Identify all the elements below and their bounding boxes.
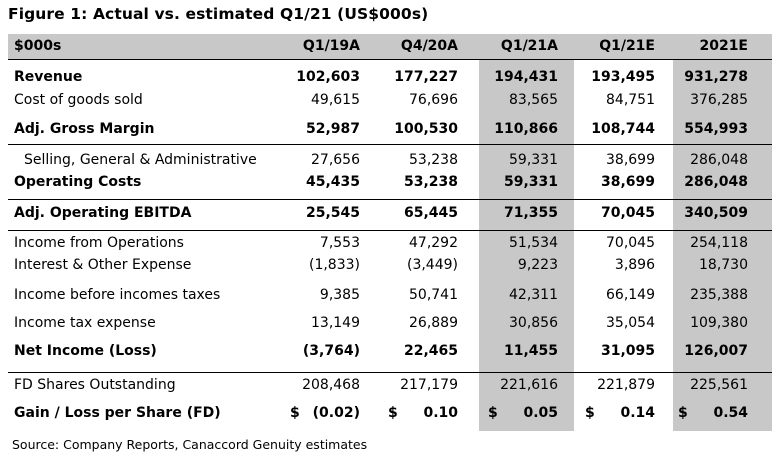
cell-q121e: 38,699	[600, 174, 655, 190]
cell-2021e: 126,007	[684, 343, 748, 359]
row-label: FD Shares Outstanding	[14, 377, 176, 393]
row-label: Income tax expense	[14, 315, 156, 331]
cell-q420a: (3,449)	[406, 257, 458, 273]
header-2021e: 2021E	[699, 38, 748, 54]
cell-2021e: 376,285	[690, 92, 748, 108]
cell-q119a: (0.02)	[312, 405, 360, 421]
cell-2021e: 225,561	[690, 377, 748, 393]
cell-q119a: 45,435	[305, 174, 360, 190]
currency-symbol: $	[388, 405, 398, 421]
header-q119a: Q1/19A	[302, 38, 360, 54]
row-label: Revenue	[14, 69, 83, 85]
row-divider	[8, 199, 772, 200]
cell-q121a: 51,534	[509, 235, 558, 251]
cell-q121a: 194,431	[494, 69, 558, 85]
cell-q119a: (3,764)	[302, 343, 360, 359]
currency-symbol: $	[290, 405, 300, 421]
header-q121e: Q1/21E	[599, 38, 655, 54]
cell-q420a: 26,889	[409, 315, 458, 331]
cell-q119a: 9,385	[319, 287, 360, 303]
figure-title: Figure 1: Actual vs. estimated Q1/21 (US…	[8, 5, 429, 23]
table-header-bar	[8, 34, 772, 59]
cell-q119a: 25,545	[305, 205, 360, 221]
currency-symbol: $	[488, 405, 498, 421]
cell-q420a: 22,465	[403, 343, 458, 359]
cell-2021e: 109,380	[690, 315, 748, 331]
cell-q119a: 7,553	[319, 235, 360, 251]
cell-q420a: 217,179	[400, 377, 458, 393]
cell-q420a: 0.10	[423, 405, 458, 421]
cell-q420a: 65,445	[403, 205, 458, 221]
cell-q121a: 9,223	[517, 257, 558, 273]
cell-q121e: 38,699	[606, 152, 655, 168]
cell-q121e: 35,054	[606, 315, 655, 331]
cell-q119a: (1,833)	[308, 257, 360, 273]
column-shade-2021e	[673, 34, 772, 431]
cell-q119a: 52,987	[305, 121, 360, 137]
cell-q121a: 71,355	[503, 205, 558, 221]
cell-q121a: 83,565	[509, 92, 558, 108]
cell-q121a: 42,311	[509, 287, 558, 303]
cell-q121e: 70,045	[606, 235, 655, 251]
cell-q119a: 49,615	[311, 92, 360, 108]
cell-q420a: 53,238	[403, 174, 458, 190]
header-q121a: Q1/21A	[500, 38, 558, 54]
cell-q121a: 59,331	[509, 152, 558, 168]
cell-q121e: 66,149	[606, 287, 655, 303]
cell-q121e: 0.14	[620, 405, 655, 421]
currency-symbol: $	[678, 405, 688, 421]
cell-2021e: 931,278	[684, 69, 748, 85]
cell-q121e: 221,879	[597, 377, 655, 393]
cell-q121a: 221,616	[500, 377, 558, 393]
cell-q119a: 13,149	[311, 315, 360, 331]
cell-q420a: 53,238	[409, 152, 458, 168]
cell-q119a: 208,468	[302, 377, 360, 393]
row-label: Adj. Operating EBITDA	[14, 205, 192, 221]
row-divider	[8, 59, 772, 60]
row-label: Adj. Gross Margin	[14, 121, 155, 137]
row-label: Income before incomes taxes	[14, 287, 221, 303]
row-label: Income from Operations	[14, 235, 184, 251]
row-label: Net Income (Loss)	[14, 343, 157, 359]
cell-2021e: 286,048	[684, 174, 748, 190]
row-label: Selling, General & Administrative	[24, 152, 257, 168]
row-label: Operating Costs	[14, 174, 142, 190]
row-label: Cost of goods sold	[14, 92, 143, 108]
row-divider	[8, 372, 772, 373]
row-label: Gain / Loss per Share (FD)	[14, 405, 221, 421]
header-label: $000s	[14, 38, 62, 54]
cell-q119a: 102,603	[296, 69, 360, 85]
cell-q121a: 110,866	[494, 121, 558, 137]
cell-2021e: 0.54	[713, 405, 748, 421]
cell-q119a: 27,656	[311, 152, 360, 168]
cell-q420a: 177,227	[394, 69, 458, 85]
cell-2021e: 340,509	[684, 205, 748, 221]
cell-2021e: 235,388	[690, 287, 748, 303]
cell-2021e: 286,048	[690, 152, 748, 168]
cell-q420a: 47,292	[409, 235, 458, 251]
currency-symbol: $	[585, 405, 595, 421]
cell-q420a: 76,696	[409, 92, 458, 108]
cell-q121a: 11,455	[503, 343, 558, 359]
cell-q121e: 3,896	[614, 257, 655, 273]
cell-2021e: 18,730	[699, 257, 748, 273]
row-label: Interest & Other Expense	[14, 257, 192, 273]
cell-q121e: 108,744	[591, 121, 655, 137]
cell-q121a: 30,856	[509, 315, 558, 331]
cell-q420a: 50,741	[409, 287, 458, 303]
row-divider	[8, 144, 772, 145]
cell-q121e: 70,045	[600, 205, 655, 221]
cell-q121a: 59,331	[503, 174, 558, 190]
cell-2021e: 254,118	[690, 235, 748, 251]
cell-2021e: 554,993	[684, 121, 748, 137]
cell-q121e: 31,095	[600, 343, 655, 359]
cell-q121e: 84,751	[606, 92, 655, 108]
header-q420a: Q4/20A	[400, 38, 458, 54]
source-note: Source: Company Reports, Canaccord Genui…	[12, 437, 368, 452]
row-divider	[8, 230, 772, 231]
cell-q420a: 100,530	[394, 121, 458, 137]
cell-q121a: 0.05	[523, 405, 558, 421]
cell-q121e: 193,495	[591, 69, 655, 85]
column-shade-q121a	[479, 34, 574, 431]
